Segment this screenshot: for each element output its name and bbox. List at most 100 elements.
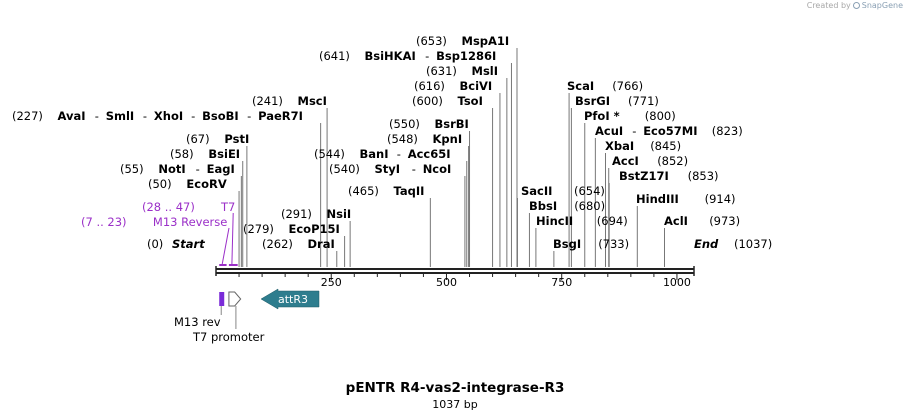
enzyme-position: (1037) xyxy=(734,237,772,251)
enzyme-position: (465) xyxy=(348,184,379,198)
enzyme-position: (823) xyxy=(712,124,743,138)
enzyme-name: BbsI xyxy=(529,199,557,213)
enzyme-position: (227) xyxy=(12,109,43,123)
enzyme-position: (262) xyxy=(262,237,293,251)
enzyme-separator: - xyxy=(95,109,99,123)
enzyme-name: Eco57MI xyxy=(643,124,697,138)
enzyme-name: AccI xyxy=(612,154,639,168)
enzyme-position: (631) xyxy=(426,64,457,78)
enzyme-name: NotI xyxy=(158,162,185,176)
axis-tick-label: 1000 xyxy=(663,276,691,289)
enzyme-position: (853) xyxy=(688,169,719,183)
enzyme-position: (55) xyxy=(120,162,144,176)
enzyme-position: (653) xyxy=(416,34,447,48)
enzyme-separator: - xyxy=(191,109,195,123)
enzyme-name: TaqII xyxy=(394,184,425,198)
enzyme-name: BsrBI xyxy=(435,117,469,131)
enzyme-name: PfoI * xyxy=(584,109,620,123)
enzyme-name: BsoBI xyxy=(202,109,239,123)
enzyme-separator: - xyxy=(196,162,200,176)
enzyme-name: EcoP15I xyxy=(289,222,340,236)
primer-name: M13 Reverse xyxy=(153,215,227,229)
axis-tick-label: 750 xyxy=(551,276,572,289)
t7-promoter-feature xyxy=(228,291,242,307)
enzyme-position: (544) xyxy=(314,147,345,161)
enzyme-name: StyI xyxy=(375,162,401,176)
enzyme-position: (771) xyxy=(628,94,659,108)
primer-name: T7 xyxy=(220,200,235,214)
attr3-label: attR3 xyxy=(278,293,308,306)
enzyme-name: TsoI xyxy=(458,94,483,108)
m13-rev-label: M13 rev xyxy=(174,315,221,329)
enzyme-name: AvaI xyxy=(58,109,86,123)
snapgene-logo-icon xyxy=(852,2,860,9)
enzyme-position: (845) xyxy=(650,139,681,153)
end-label: End xyxy=(694,237,719,251)
enzyme-name: BciVI xyxy=(460,79,493,93)
enzyme-position: (733) xyxy=(598,237,629,251)
enzyme-name: MspA1I xyxy=(462,34,510,48)
enzyme-name: ScaI xyxy=(567,79,594,93)
attr3-feature xyxy=(260,288,320,310)
enzyme-separator: - xyxy=(632,124,636,138)
enzyme-name: EcoRV xyxy=(186,177,226,191)
enzyme-name: MscI xyxy=(298,94,327,108)
enzyme-name: AclI xyxy=(664,214,688,228)
enzyme-name: SacII xyxy=(521,184,552,198)
enzyme-position: (291) xyxy=(281,207,312,221)
primer-range: (7 .. 23) xyxy=(81,215,127,229)
primer-range: (28 .. 47) xyxy=(142,200,195,214)
enzyme-position: (58) xyxy=(170,147,194,161)
enzyme-name: BanI xyxy=(360,147,389,161)
enzyme-position: (616) xyxy=(414,79,445,93)
enzyme-position: (67) xyxy=(186,132,210,146)
start-label: Start xyxy=(172,237,205,251)
enzyme-position: (973) xyxy=(709,214,740,228)
enzyme-name: BsrGI xyxy=(575,94,610,108)
enzyme-name: BsgI xyxy=(553,237,581,251)
enzyme-name: Bsp1286I xyxy=(436,49,496,63)
enzyme-position: (852) xyxy=(657,154,688,168)
enzyme-position: (50) xyxy=(148,177,172,191)
axis-tick-label: 250 xyxy=(321,276,342,289)
enzyme-separator: - xyxy=(143,109,147,123)
enzyme-position: (680) xyxy=(574,199,605,213)
enzyme-separator: - xyxy=(425,49,429,63)
primer-leader-line xyxy=(231,212,234,265)
enzyme-position: (548) xyxy=(387,132,418,146)
enzyme-position: (694) xyxy=(597,214,628,228)
enzyme-position: (550) xyxy=(389,117,420,131)
enzyme-separator: - xyxy=(397,147,401,161)
m13-rev-feature xyxy=(219,292,225,306)
enzyme-position: (241) xyxy=(252,94,283,108)
enzyme-position: (600) xyxy=(412,94,443,108)
t7-promoter-label: T7 promoter xyxy=(192,330,265,344)
enzyme-name: SmlI xyxy=(106,109,135,123)
map-length: 1037 bp xyxy=(432,398,477,411)
enzyme-position: (914) xyxy=(705,192,736,206)
credit-badge: Created by SnapGene xyxy=(807,1,903,10)
enzyme-name: HincII xyxy=(536,214,573,228)
enzyme-position: (766) xyxy=(612,79,643,93)
enzyme-position: (279) xyxy=(243,222,274,236)
axis-tick-label: 500 xyxy=(436,276,457,289)
enzyme-name: MslI xyxy=(472,64,499,78)
enzyme-name: NcoI xyxy=(423,162,452,176)
enzyme-name: XhoI xyxy=(154,109,183,123)
map-title: pENTR R4-vas2-integrase-R3 xyxy=(346,380,565,396)
enzyme-name: PaeR7I xyxy=(258,109,303,123)
enzyme-position: (540) xyxy=(329,162,360,176)
enzyme-name: KpnI xyxy=(433,132,463,146)
enzyme-separator: - xyxy=(247,109,251,123)
enzyme-position: (800) xyxy=(645,109,676,123)
enzyme-name: HindIII xyxy=(636,192,679,206)
enzyme-name: PstI xyxy=(224,132,249,146)
enzyme-separator: - xyxy=(412,162,416,176)
enzyme-position: (654) xyxy=(574,184,605,198)
primer-leader-line xyxy=(221,227,230,265)
credit-prefix: Created by xyxy=(806,1,851,10)
credit-brand: SnapGene xyxy=(861,1,903,10)
leader-lines xyxy=(238,48,665,267)
enzyme-name: Acc65I xyxy=(408,147,451,161)
